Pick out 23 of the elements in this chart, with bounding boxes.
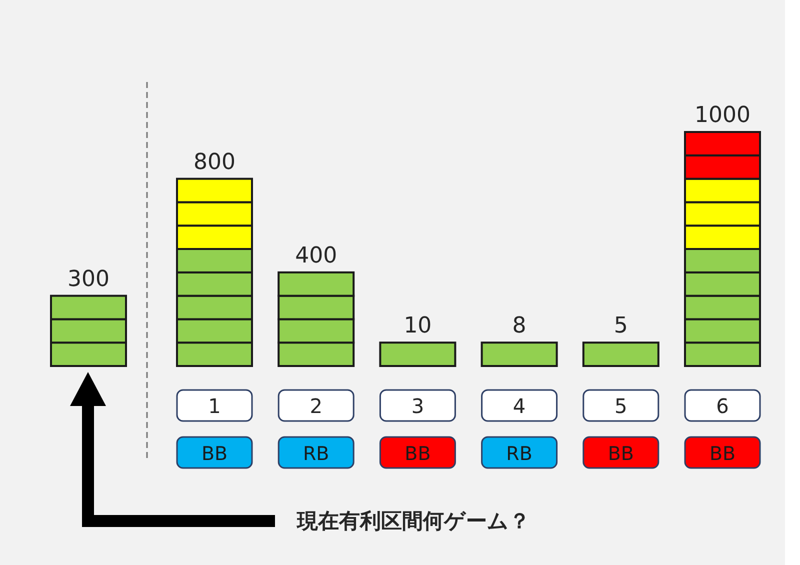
x-tick-label: 6 <box>716 394 729 418</box>
bar <box>480 342 558 367</box>
x-tick-label: 2 <box>310 394 322 418</box>
text: RB <box>302 443 330 465</box>
text: BB <box>608 443 634 465</box>
x-tick-label: 1 <box>208 394 221 418</box>
total-label: 10 <box>404 314 432 339</box>
total-label: 5 <box>614 314 628 339</box>
total-label: 800 <box>194 150 236 175</box>
text: BB <box>404 443 431 465</box>
x-tick-label: 5 <box>614 394 628 418</box>
bar <box>582 342 660 367</box>
x-tick-label: 4 <box>512 394 526 418</box>
total-label: 300 <box>68 266 110 292</box>
bar <box>379 342 456 367</box>
total-label: 400 <box>295 243 338 268</box>
text: BB <box>709 443 736 465</box>
total-label: 1000 <box>694 103 750 128</box>
total-label: 8 <box>512 314 526 339</box>
text: BB <box>201 443 228 465</box>
text: 現在有利区間何ゲーム？ <box>296 509 530 533</box>
x-tick-label: 3 <box>411 394 424 418</box>
text: RB <box>506 443 532 465</box>
